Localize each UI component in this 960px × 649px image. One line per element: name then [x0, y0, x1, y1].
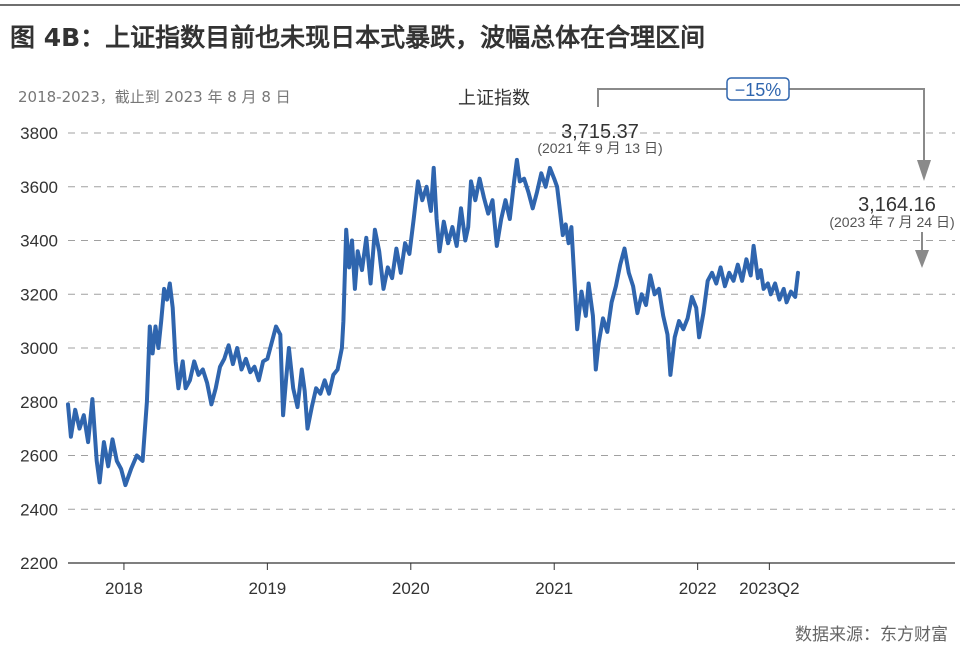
series-line-shanghai-index — [66, 157, 800, 488]
x-tick-label: 2019 — [248, 579, 286, 598]
x-tick-label: 2020 — [392, 579, 430, 598]
decline-arrow-icon — [917, 160, 931, 181]
latest-date-label: (2023 年 7 月 24 日) — [829, 214, 954, 230]
y-tick-label: 3800 — [20, 124, 58, 143]
peak-value-label: 3,715.37 — [561, 121, 639, 143]
y-tick-label: 3200 — [20, 285, 58, 304]
data-source: 数据来源：东方财富 — [795, 625, 948, 645]
x-tick-label: 2018 — [105, 579, 143, 598]
chart-subtitle: 2018-2023，截止到 2023 年 8 月 8 日 — [18, 88, 291, 106]
y-tick-label: 3000 — [20, 339, 58, 358]
y-tick-label: 3400 — [20, 232, 58, 251]
latest-arrow-icon — [915, 250, 929, 268]
peak-date-label: (2021 年 9 月 13 日) — [537, 140, 662, 156]
x-tick-label: 2023Q2 — [739, 579, 800, 598]
y-tick-label: 2400 — [20, 500, 58, 519]
x-tick-label: 2022 — [679, 579, 717, 598]
series-layer — [66, 157, 800, 488]
y-tick-label: 2800 — [20, 393, 58, 412]
top-rule — [0, 4, 960, 6]
y-tick-label: 3600 — [20, 178, 58, 197]
axis-layer: 2200 2400 2600 2800 3000 3200 3400 3600 3800 2018… — [20, 124, 955, 598]
latest-value-label: 3,164.16 — [858, 194, 936, 216]
decline-percent-label: −15% — [735, 80, 782, 100]
series-legend-label: 上证指数 — [458, 88, 530, 109]
x-tick-label: 2021 — [535, 579, 573, 598]
page-title: 图 4B：上证指数目前也未现日本式暴跌，波幅总体在合理区间 — [10, 23, 706, 52]
decline-badge — [726, 77, 790, 101]
y-tick-label: 2200 — [20, 554, 58, 573]
y-tick-label: 2600 — [20, 447, 58, 466]
annotation-layer: 3,715.37 (2021 年 9 月 13 日) 3,164.16 (202… — [537, 77, 955, 268]
